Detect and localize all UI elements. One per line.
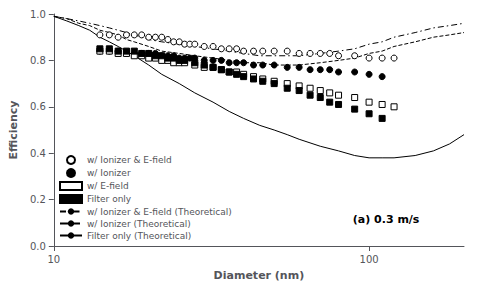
svg-text:w/ Ionizer & E-field (Theoreti: w/ Ionizer & E-field (Theoretical)	[87, 207, 232, 217]
svg-text:0.8: 0.8	[30, 55, 46, 66]
svg-text:(a) 0.3 m/s: (a) 0.3 m/s	[353, 213, 420, 226]
svg-text:0.2: 0.2	[30, 194, 46, 205]
svg-text:Diameter (nm): Diameter (nm)	[214, 269, 305, 282]
svg-text:1.0: 1.0	[30, 9, 46, 20]
svg-text:w/ Ionizer & E-field: w/ Ionizer & E-field	[87, 155, 172, 165]
svg-text:0.0: 0.0	[30, 241, 46, 252]
svg-text:Efficiency: Efficiency	[7, 100, 20, 159]
svg-text:w/ Ionizer (Theoretical): w/ Ionizer (Theoretical)	[87, 219, 191, 229]
svg-text:100: 100	[360, 254, 379, 265]
svg-text:Filter only: Filter only	[87, 194, 132, 204]
svg-text:0.4: 0.4	[30, 148, 46, 159]
svg-text:w/ E-field: w/ E-field	[87, 181, 129, 191]
svg-text:w/ Ionizer: w/ Ionizer	[87, 168, 131, 178]
svg-text:10: 10	[47, 254, 60, 265]
svg-text:Filter only (Theoretical): Filter only (Theoretical)	[87, 231, 191, 241]
svg-text:0.6: 0.6	[30, 101, 46, 112]
